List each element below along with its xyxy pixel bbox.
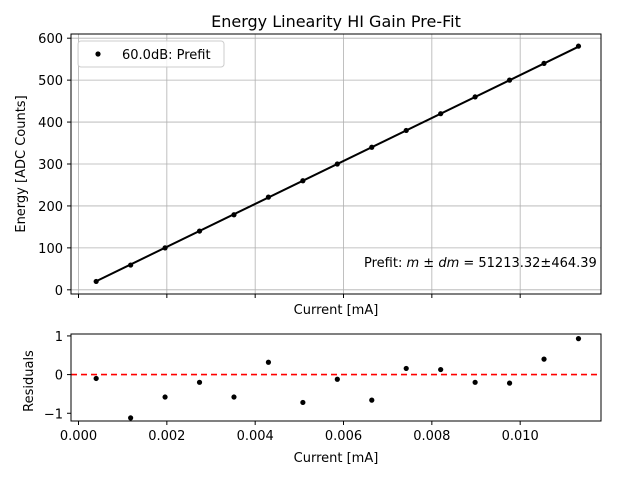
x-axis-label: Current [mA] bbox=[294, 303, 379, 318]
data-points bbox=[93, 43, 582, 285]
y-tick-label: 600 bbox=[38, 32, 63, 47]
annotation-prefix: Prefit: bbox=[364, 256, 406, 271]
x-tick-label: 0.010 bbox=[502, 429, 539, 444]
y-tick-label: 1 bbox=[55, 330, 63, 345]
y-tick-label: 0 bbox=[55, 369, 63, 384]
y-axis-ticks: −1 0 1 bbox=[44, 330, 71, 422]
residual-point bbox=[265, 359, 272, 365]
data-point bbox=[300, 178, 306, 184]
chart-title: Energy Linearity HI Gain Pre-Fit bbox=[211, 12, 461, 31]
legend: 60.0dB: Prefit bbox=[77, 40, 225, 68]
x-tick-label: 0.002 bbox=[148, 429, 185, 444]
y-tick-label: 500 bbox=[38, 74, 63, 89]
data-point bbox=[575, 43, 582, 49]
data-point bbox=[231, 212, 237, 218]
y-tick-label: 100 bbox=[38, 242, 63, 257]
data-point bbox=[438, 111, 444, 117]
x-tick-label: 0.008 bbox=[413, 429, 450, 444]
data-point bbox=[541, 60, 547, 66]
y-tick-label: 0 bbox=[55, 284, 63, 299]
y-axis-label: Energy [ADC Counts] bbox=[14, 95, 29, 232]
residual-points bbox=[93, 336, 582, 421]
residual-point bbox=[575, 336, 582, 342]
annotation-suffix: = 51213.32±464.39 bbox=[459, 256, 597, 271]
residual-point bbox=[300, 399, 306, 406]
residuals-plot: −1 0 1 0.000 0.002 0.004 0.006 0.008 0.010 Curr… bbox=[22, 330, 602, 466]
data-point bbox=[196, 228, 203, 234]
residual-point bbox=[506, 380, 513, 386]
residual-point bbox=[231, 394, 237, 400]
x-axis-ticks bbox=[78, 294, 521, 298]
legend-marker bbox=[95, 51, 101, 57]
x-tick-label: 0.000 bbox=[60, 429, 97, 444]
data-point bbox=[472, 94, 478, 100]
y-tick-label: −1 bbox=[44, 407, 63, 422]
y-axis-ticks: 0 100 200 300 400 500 600 bbox=[38, 32, 71, 299]
y-tick-label: 400 bbox=[38, 116, 63, 131]
residual-point bbox=[334, 376, 340, 382]
residual-point bbox=[162, 394, 168, 400]
y-axis-label: Residuals bbox=[22, 350, 37, 412]
residual-point bbox=[438, 366, 444, 373]
annotation-pm: ± bbox=[419, 256, 438, 271]
annotation-m: m bbox=[406, 256, 419, 271]
data-point bbox=[334, 161, 340, 167]
data-point bbox=[128, 262, 134, 268]
data-point bbox=[265, 194, 272, 200]
y-tick-label: 300 bbox=[38, 158, 63, 173]
x-axis-label: Current [mA] bbox=[294, 451, 379, 466]
data-point bbox=[162, 245, 168, 251]
energy-plot: Energy Linearity HI Gain Pre-Fit 0 100 200… bbox=[14, 12, 602, 318]
x-tick-label: 0.006 bbox=[325, 429, 362, 444]
plot-frame bbox=[70, 333, 602, 422]
data-point bbox=[506, 77, 513, 83]
residual-point bbox=[403, 365, 409, 372]
data-point bbox=[93, 278, 99, 285]
legend-label: 60.0dB: Prefit bbox=[122, 48, 211, 63]
x-axis-ticks: 0.000 0.002 0.004 0.006 0.008 0.010 bbox=[60, 421, 539, 444]
legend-box bbox=[77, 40, 225, 68]
grid bbox=[71, 34, 601, 294]
residual-point bbox=[93, 375, 99, 382]
residual-point bbox=[541, 356, 547, 362]
y-tick-label: 200 bbox=[38, 200, 63, 215]
fit-annotation: Prefit: m ± dm = 51213.32±464.39 bbox=[364, 256, 597, 271]
residual-point bbox=[128, 415, 134, 421]
annotation-dm: dm bbox=[438, 256, 459, 271]
data-point bbox=[403, 127, 409, 134]
plot-frame bbox=[70, 33, 602, 295]
residual-point bbox=[196, 379, 203, 385]
residual-point bbox=[472, 379, 478, 385]
x-tick-label: 0.004 bbox=[237, 429, 274, 444]
residual-point bbox=[369, 397, 375, 403]
data-point bbox=[369, 144, 375, 150]
